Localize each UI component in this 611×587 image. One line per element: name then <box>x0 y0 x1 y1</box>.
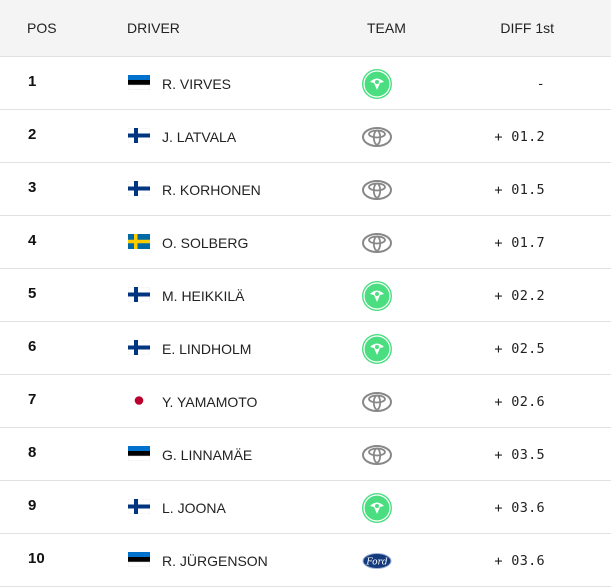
finland-flag-icon <box>128 181 150 196</box>
position-number: 6 <box>28 338 37 355</box>
table-row: 1 R. VIRVES - <box>0 57 611 110</box>
position-number: 1 <box>28 73 37 90</box>
japan-flag-icon <box>128 393 150 408</box>
finland-flag-icon <box>128 287 150 302</box>
driver-name: R. KORHONEN <box>162 182 261 198</box>
driver-name: R. JÜRGENSON <box>162 553 268 569</box>
driver-name: M. HEIKKILÄ <box>162 288 245 304</box>
driver-name: L. JOONA <box>162 500 226 516</box>
position-number: 3 <box>28 179 37 196</box>
driver-name: J. LATVALA <box>162 129 237 145</box>
driver-name: O. SOLBERG <box>162 235 249 251</box>
header-diff: DIFF 1st <box>500 20 554 36</box>
position-number: 9 <box>28 497 37 514</box>
table-row: 8 G. LINNAMÄE + 03.5 <box>0 428 611 481</box>
diff-time: + 02.6 <box>494 394 545 410</box>
header-team: TEAM <box>367 20 406 36</box>
svg-text:Ford: Ford <box>365 558 387 568</box>
skoda-icon <box>361 492 393 524</box>
toyota-icon <box>361 174 393 206</box>
diff-time: + 03.6 <box>494 553 545 569</box>
estonia-flag-icon <box>128 552 150 567</box>
skoda-icon <box>361 333 393 365</box>
finland-flag-icon <box>128 340 150 355</box>
table-row: 4 O. SOLBERG + 01.7 <box>0 216 611 269</box>
position-number: 7 <box>28 391 37 408</box>
driver-name: Y. YAMAMOTO <box>162 394 258 410</box>
table-row: 7 Y. YAMAMOTO + 02.6 <box>0 375 611 428</box>
table-row: 5 M. HEIKKILÄ + 02.2 <box>0 269 611 322</box>
table-row: 6 E. LINDHOLM + 02.5 <box>0 322 611 375</box>
toyota-icon <box>361 439 393 471</box>
driver-name: E. LINDHOLM <box>162 341 252 357</box>
diff-time: + 01.7 <box>494 235 545 251</box>
table-row: 2 J. LATVALA + 01.2 <box>0 110 611 163</box>
position-number: 5 <box>28 285 37 302</box>
sweden-flag-icon <box>128 234 150 249</box>
skoda-icon <box>361 68 393 100</box>
estonia-flag-icon <box>128 75 150 90</box>
diff-time: - <box>536 76 545 92</box>
header-driver: DRIVER <box>127 20 180 36</box>
position-number: 4 <box>28 232 37 249</box>
diff-time: + 03.6 <box>494 500 545 516</box>
diff-time: + 02.2 <box>494 288 545 304</box>
ford-icon: Ford <box>361 545 393 577</box>
finland-flag-icon <box>128 128 150 143</box>
table-row: 3 R. KORHONEN + 01.5 <box>0 163 611 216</box>
toyota-icon <box>361 227 393 259</box>
position-number: 2 <box>28 126 37 143</box>
diff-time: + 01.5 <box>494 182 545 198</box>
table-row: 9 L. JOONA + 03.6 <box>0 481 611 534</box>
diff-time: + 03.5 <box>494 447 545 463</box>
driver-name: G. LINNAMÄE <box>162 447 253 463</box>
driver-name: R. VIRVES <box>162 76 231 92</box>
diff-time: + 01.2 <box>494 129 545 145</box>
table-header: POS DRIVER TEAM DIFF 1st <box>0 0 611 57</box>
skoda-icon <box>361 280 393 312</box>
diff-time: + 02.5 <box>494 341 545 357</box>
table-row: 10 R. JÜRGENSON Ford + 03.6 <box>0 534 611 587</box>
header-pos: POS <box>27 20 57 36</box>
table-body: 1 R. VIRVES - 2 J. LATVALA + 01.2 3 R. KORHONEN… <box>0 57 611 587</box>
finland-flag-icon <box>128 499 150 514</box>
toyota-icon <box>361 121 393 153</box>
position-number: 10 <box>28 550 45 567</box>
estonia-flag-icon <box>128 446 150 461</box>
position-number: 8 <box>28 444 37 461</box>
toyota-icon <box>361 386 393 418</box>
